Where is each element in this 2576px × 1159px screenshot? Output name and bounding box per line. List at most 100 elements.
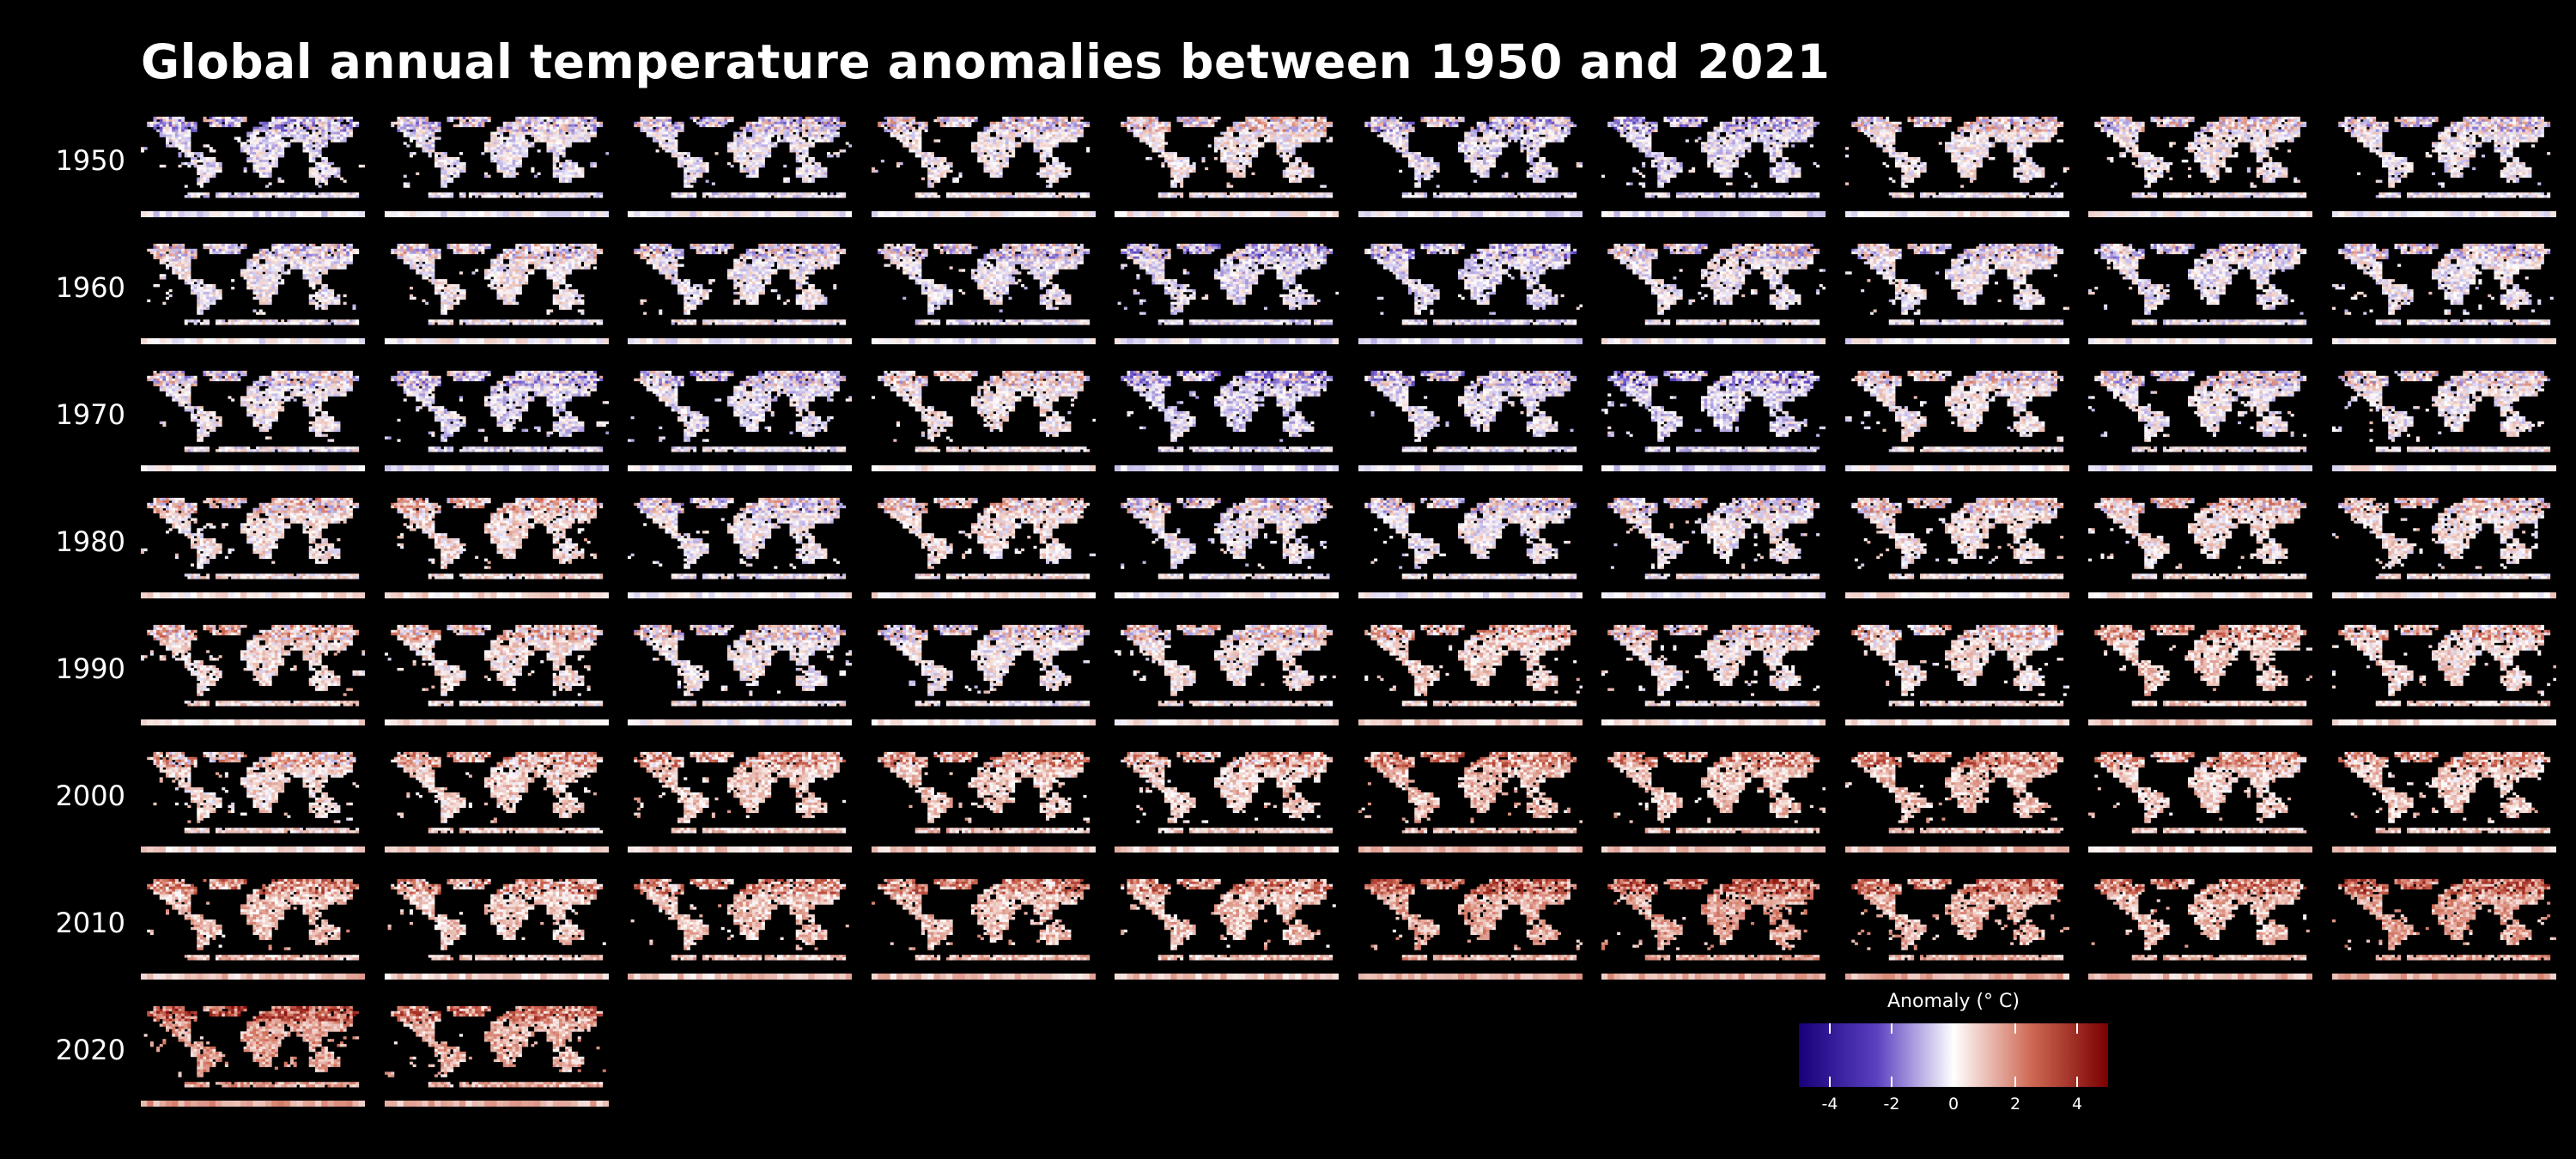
map-panel-2016	[1601, 874, 1826, 981]
map-cells-1997	[1851, 625, 2069, 707]
map-2003	[872, 747, 1096, 854]
map-cells-1976	[1601, 371, 1826, 452]
antarctic-strip-1981	[385, 592, 609, 598]
map-cells-2011	[387, 879, 605, 961]
map-2019	[2332, 874, 2556, 981]
map-1972	[628, 366, 852, 473]
antarctic-strip-1959	[2332, 211, 2556, 217]
map-2020	[141, 1001, 365, 1108]
map-cells-2012	[631, 879, 849, 961]
antarctic-strip-1980	[141, 592, 365, 598]
map-1965	[1358, 239, 1583, 346]
map-1977	[1845, 366, 2069, 473]
antarctic-strip-1975	[1358, 465, 1583, 471]
antarctic-strip-1986	[1601, 592, 1826, 598]
colorbar-tick-label: -2	[1884, 1095, 1900, 1113]
map-panel-1955	[1358, 112, 1583, 219]
map-cells-1991	[385, 625, 603, 707]
map-1999	[2332, 620, 2556, 727]
antarctic-strip-2015	[1358, 974, 1583, 980]
antarctic-strip-2008	[2088, 846, 2312, 853]
map-panel-1993	[872, 620, 1096, 727]
map-1987	[1845, 493, 2069, 600]
antarctic-strip-1990	[141, 719, 365, 725]
map-panel-2018	[2088, 874, 2312, 981]
colorbar-tick-label: 4	[2072, 1095, 2082, 1113]
antarctic-strip-2000	[141, 846, 365, 853]
map-1996	[1601, 620, 1826, 727]
map-cells-1958	[2094, 117, 2306, 198]
map-1985	[1358, 493, 1583, 600]
map-panel-1986	[1601, 493, 1826, 600]
row-label-1990: 1990	[0, 652, 125, 685]
map-1964	[1115, 239, 1339, 346]
map-panel-1961	[385, 239, 609, 346]
antarctic-strip-1983	[872, 592, 1096, 598]
map-panel-2000	[141, 747, 365, 854]
map-cells-1974	[1121, 371, 1333, 452]
map-1966	[1601, 239, 1826, 346]
antarctic-strip-1966	[1601, 338, 1826, 344]
map-panel-1990	[141, 620, 365, 727]
map-cells-2006	[1607, 752, 1826, 834]
map-2008	[2088, 747, 2312, 854]
map-1958	[2088, 112, 2312, 219]
map-panel-1991	[385, 620, 609, 727]
map-1952	[628, 112, 852, 219]
map-panel-1983	[872, 493, 1096, 600]
map-1950	[141, 112, 365, 219]
map-panel-1968	[2088, 239, 2312, 346]
antarctic-strip-2004	[1115, 846, 1339, 853]
antarctic-strip-2002	[628, 846, 852, 853]
map-panel-1999	[2332, 620, 2556, 727]
map-1988	[2088, 493, 2312, 600]
map-panel-1996	[1601, 620, 1826, 727]
map-panel-1965	[1358, 239, 1583, 346]
map-panel-1951	[385, 112, 609, 219]
map-1957	[1845, 112, 2069, 219]
map-1978	[2088, 366, 2312, 473]
map-panel-2011	[385, 874, 609, 981]
antarctic-strip-2003	[872, 846, 1096, 853]
map-2012	[628, 874, 852, 981]
map-panel-2015	[1358, 874, 1583, 981]
map-cells-1956	[1601, 117, 1820, 198]
map-panel-1953	[872, 112, 1096, 219]
map-panel-1976	[1601, 366, 1826, 473]
antarctic-strip-1955	[1358, 211, 1583, 217]
map-cells-1985	[1364, 498, 1577, 580]
map-panel-1978	[2088, 366, 2312, 473]
antarctic-strip-2007	[1845, 846, 2069, 853]
map-cells-2010	[147, 879, 359, 961]
colorbar-title: Anomaly (° C)	[1799, 991, 2108, 1012]
antarctic-strip-1954	[1115, 211, 1339, 217]
map-cells-1953	[872, 117, 1090, 198]
map-1954	[1115, 112, 1339, 219]
map-1986	[1601, 493, 1826, 600]
antarctic-strip-2021	[385, 1101, 609, 1107]
map-panel-1972	[628, 366, 852, 473]
map-panel-1966	[1601, 239, 1826, 346]
map-cells-1995	[1364, 625, 1583, 707]
map-1982	[628, 493, 852, 600]
map-1970	[141, 366, 365, 473]
map-cells-2009	[2338, 752, 2550, 834]
antarctic-strip-2019	[2332, 974, 2556, 980]
map-panel-1959	[2332, 112, 2556, 219]
map-cells-1975	[1364, 371, 1577, 452]
map-cells-2021	[385, 1006, 606, 1088]
antarctic-strip-2010	[141, 974, 365, 980]
map-1959	[2332, 112, 2556, 219]
antarctic-strip-1974	[1115, 465, 1339, 471]
antarctic-strip-1998	[2088, 719, 2312, 725]
map-panel-1950	[141, 112, 365, 219]
map-1991	[385, 620, 609, 727]
map-panel-1977	[1845, 366, 2069, 473]
map-panel-1964	[1115, 239, 1339, 346]
antarctic-strip-1988	[2088, 592, 2312, 598]
antarctic-strip-1995	[1358, 719, 1583, 725]
antarctic-strip-1994	[1115, 719, 1339, 725]
antarctic-strip-1951	[385, 211, 609, 217]
map-panel-1975	[1358, 366, 1583, 473]
antarctic-strip-1991	[385, 719, 609, 725]
